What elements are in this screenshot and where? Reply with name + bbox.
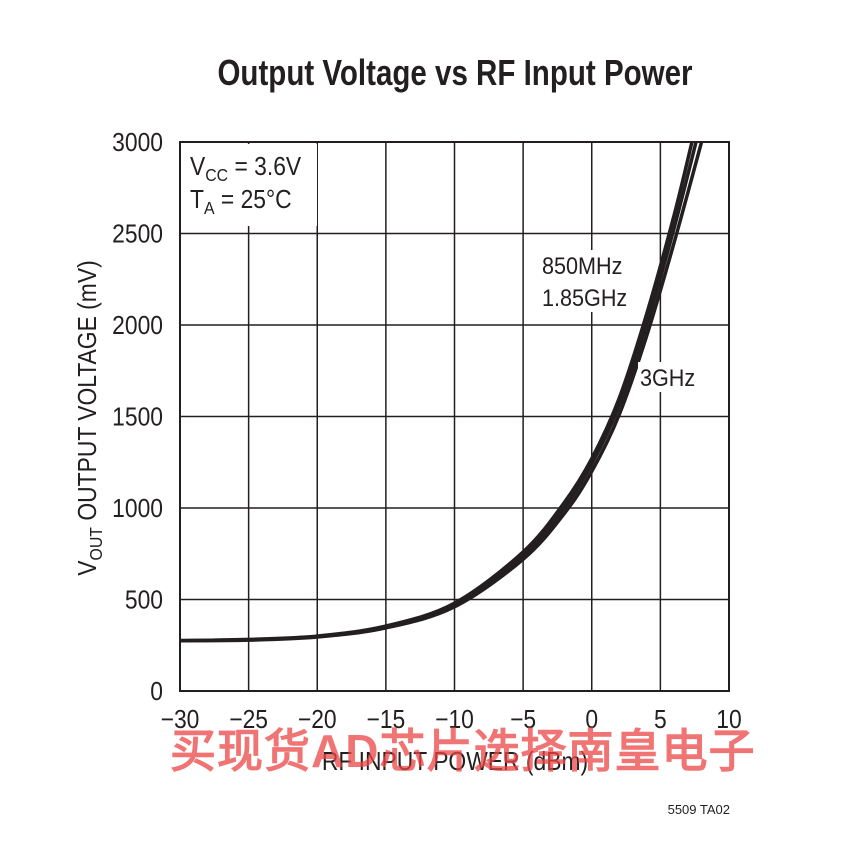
y-tick-label: 2500 (112, 220, 163, 249)
label-3g-bg (638, 362, 706, 392)
conditions-box-bg (182, 144, 317, 226)
series-line-3ghz (180, 142, 704, 643)
x-axis-label: RF INPUT POWER (dBm) (322, 748, 588, 777)
watermark-text: 买现货AD芯片选择南皇电子 (170, 725, 756, 777)
series-lines (180, 142, 704, 643)
x-tick-label: −20 (298, 706, 337, 735)
vcc-condition: VCC = 3.6V (190, 153, 302, 186)
y-tick-label: 3000 (112, 129, 163, 158)
y-tick-label: 0 (150, 678, 163, 707)
plot-frame (179, 141, 730, 692)
label-850-bg (540, 250, 640, 312)
y-axis-label: VOUT OUTPUT VOLTAGE (mV) (74, 260, 107, 575)
x-tick-label: 10 (716, 706, 741, 735)
x-tick-label: −25 (229, 706, 268, 735)
y-tick-label: 500 (125, 586, 163, 615)
x-tick-label: 0 (585, 706, 598, 735)
x-tick-label: 5 (654, 706, 667, 735)
chart-title: Output Voltage vs RF Input Power (217, 52, 693, 93)
figure-code: 5509 TA02 (667, 802, 730, 817)
y-tick-label: 1000 (112, 495, 163, 524)
x-axis-ticks: −30 −25 −20 −15 −10 −5 0 5 10 (161, 706, 742, 735)
x-tick-label: −5 (510, 706, 536, 735)
label-3ghz: 3GHz (640, 364, 695, 391)
label-850mhz: 850MHz (542, 252, 622, 279)
y-tick-label: 1500 (112, 403, 163, 432)
y-axis-ticks: 0 500 1000 1500 2000 2500 3000 (112, 129, 163, 707)
x-tick-label: −10 (435, 706, 474, 735)
label-185ghz: 1.85GHz (542, 284, 627, 311)
ta-condition: TA = 25°C (190, 186, 292, 219)
x-tick-label: −15 (366, 706, 405, 735)
y-tick-label: 2000 (112, 312, 163, 341)
x-tick-label: −30 (161, 706, 200, 735)
